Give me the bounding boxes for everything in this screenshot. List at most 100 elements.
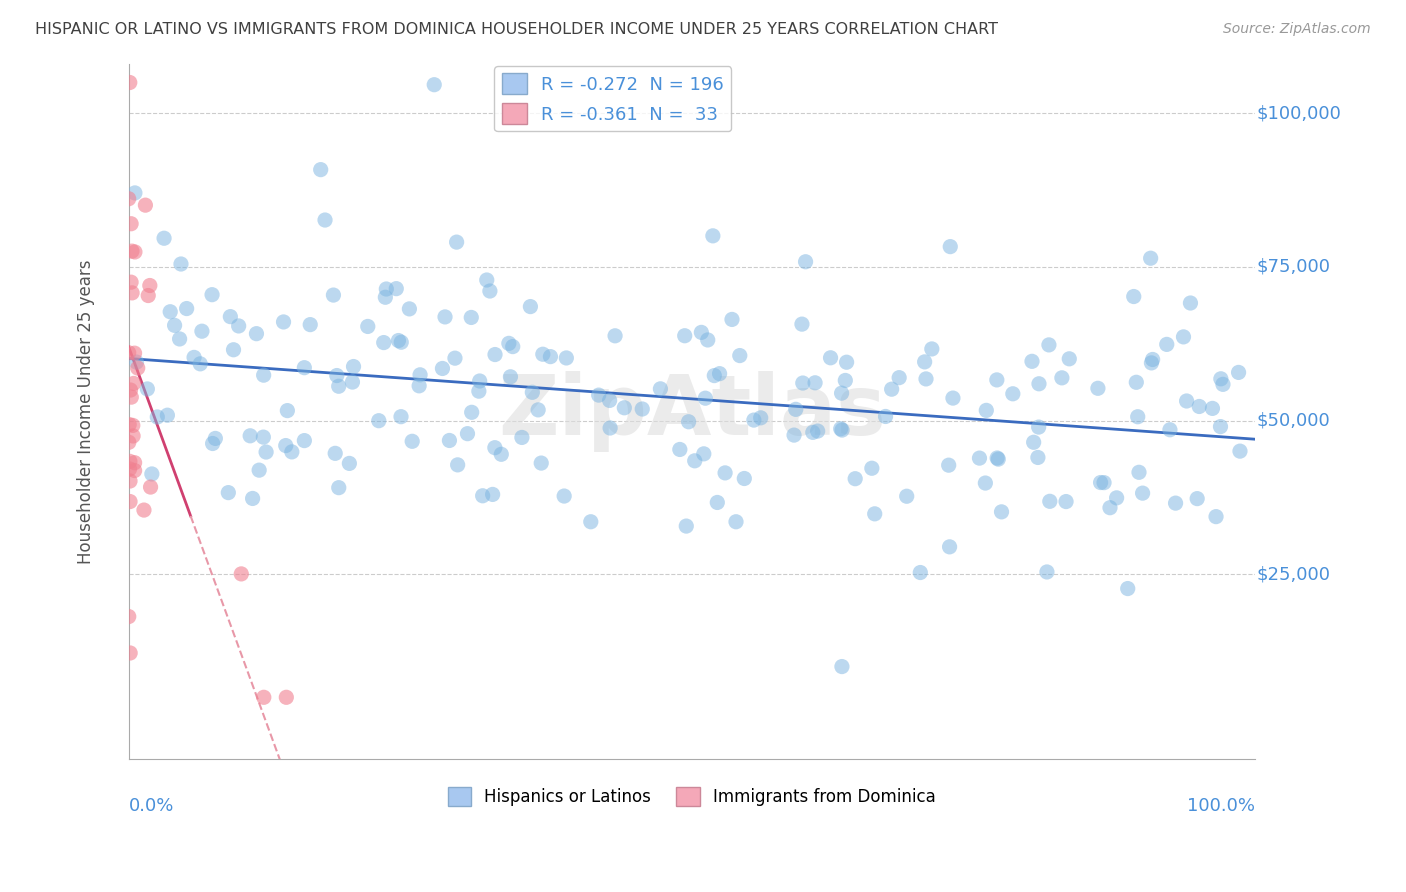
- Point: [468, 384, 491, 399]
- Point: [834, 374, 856, 388]
- Point: [1092, 475, 1115, 490]
- Point: [153, 231, 176, 245]
- Point: [389, 335, 412, 350]
- Point: [603, 328, 626, 343]
- Point: [835, 355, 858, 369]
- Point: [1185, 491, 1208, 506]
- Point: [118, 417, 141, 432]
- Point: [1022, 435, 1045, 450]
- Point: [831, 423, 853, 437]
- Point: [1054, 494, 1077, 508]
- Point: [1125, 376, 1147, 390]
- Point: [468, 374, 491, 388]
- Point: [120, 275, 142, 289]
- Point: [122, 429, 145, 443]
- Point: [683, 454, 706, 468]
- Point: [120, 217, 142, 231]
- Point: [889, 370, 911, 384]
- Point: [1028, 376, 1050, 391]
- Point: [292, 360, 315, 375]
- Point: [588, 388, 610, 402]
- Point: [231, 566, 253, 581]
- Point: [408, 379, 430, 393]
- Point: [690, 326, 713, 340]
- Point: [242, 491, 264, 506]
- Point: [323, 446, 346, 460]
- Point: [555, 351, 578, 365]
- Point: [1026, 450, 1049, 465]
- Point: [790, 317, 813, 331]
- Point: [703, 368, 725, 383]
- Point: [484, 347, 506, 361]
- Point: [120, 390, 142, 404]
- Point: [986, 373, 1008, 387]
- Point: [314, 213, 336, 227]
- Point: [460, 405, 482, 419]
- Point: [938, 458, 960, 473]
- Point: [875, 409, 897, 424]
- Point: [228, 318, 250, 333]
- Point: [714, 466, 737, 480]
- Point: [118, 75, 141, 89]
- Point: [163, 318, 186, 333]
- Point: [613, 401, 636, 415]
- Point: [322, 288, 344, 302]
- Point: [1159, 423, 1181, 437]
- Point: [579, 515, 602, 529]
- Point: [432, 361, 454, 376]
- Point: [1059, 351, 1081, 366]
- Point: [510, 430, 533, 444]
- Point: [1098, 500, 1121, 515]
- Text: ZipAtlas: ZipAtlas: [498, 371, 886, 452]
- Point: [342, 359, 364, 374]
- Point: [373, 335, 395, 350]
- Point: [357, 319, 380, 334]
- Point: [1173, 330, 1195, 344]
- Point: [481, 487, 503, 501]
- Point: [792, 376, 814, 390]
- Text: Source: ZipAtlas.com: Source: ZipAtlas.com: [1223, 22, 1371, 37]
- Point: [299, 318, 322, 332]
- Point: [136, 382, 159, 396]
- Point: [1128, 465, 1150, 479]
- Point: [801, 425, 824, 440]
- Text: $25,000: $25,000: [1257, 566, 1331, 583]
- Point: [121, 418, 143, 433]
- Point: [387, 334, 409, 348]
- Point: [1039, 494, 1062, 508]
- Point: [191, 324, 214, 338]
- Point: [749, 410, 772, 425]
- Point: [245, 326, 267, 341]
- Point: [1139, 251, 1161, 265]
- Point: [807, 424, 830, 438]
- Point: [990, 505, 1012, 519]
- Point: [519, 300, 541, 314]
- Point: [1209, 372, 1232, 386]
- Point: [499, 369, 522, 384]
- Point: [434, 310, 457, 324]
- Point: [132, 503, 155, 517]
- Point: [785, 402, 807, 417]
- Point: [599, 421, 621, 435]
- Point: [538, 350, 561, 364]
- Point: [669, 442, 692, 457]
- Point: [456, 426, 478, 441]
- Text: HISPANIC OR LATINO VS IMMIGRANTS FROM DOMINICA HOUSEHOLDER INCOME UNDER 25 YEARS: HISPANIC OR LATINO VS IMMIGRANTS FROM DO…: [35, 22, 998, 37]
- Point: [156, 408, 179, 422]
- Point: [337, 457, 360, 471]
- Point: [1142, 352, 1164, 367]
- Point: [987, 452, 1010, 467]
- Point: [709, 367, 731, 381]
- Point: [974, 476, 997, 491]
- Point: [553, 489, 575, 503]
- Point: [176, 301, 198, 316]
- Point: [219, 310, 242, 324]
- Point: [914, 355, 936, 369]
- Point: [139, 278, 162, 293]
- Point: [444, 351, 467, 366]
- Point: [860, 461, 883, 475]
- Point: [478, 284, 501, 298]
- Point: [702, 228, 724, 243]
- Point: [326, 368, 349, 383]
- Point: [1116, 582, 1139, 596]
